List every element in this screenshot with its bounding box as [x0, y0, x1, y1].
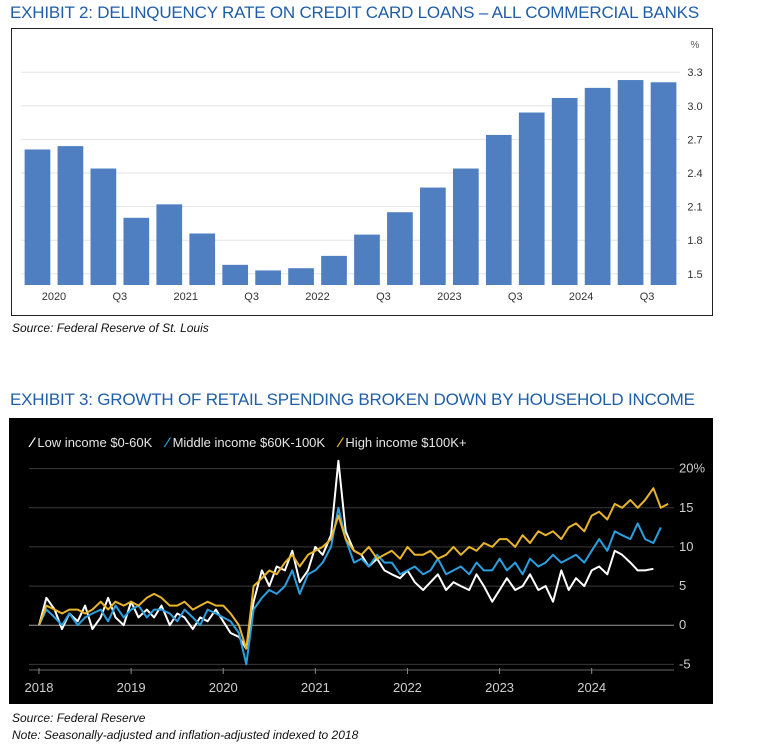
bar	[189, 233, 216, 285]
x-tick-label: Q3	[244, 291, 259, 303]
x-tick-label: Q3	[508, 291, 523, 303]
bar	[485, 134, 512, 285]
x-tick-label: 2021	[301, 680, 330, 695]
y-tick-label: 20%	[679, 461, 705, 476]
bar	[255, 270, 281, 285]
y-tick-label: 10	[679, 539, 693, 554]
x-tick-label: Q3	[640, 291, 655, 303]
exhibit3-note: Note: Seasonally-adjusted and inflation-…	[12, 728, 359, 742]
bar	[420, 187, 446, 285]
exhibit2-source: Source: Federal Reserve of St. Louis	[12, 321, 209, 335]
legend-label-high: High income $100K+	[345, 434, 467, 450]
x-tick-label: Q3	[113, 291, 128, 303]
series-line-middle-income	[38, 506, 662, 666]
y-unit-label: %	[691, 40, 700, 51]
x-tick-label: 2022	[393, 680, 422, 695]
x-tick-label: 2021	[174, 291, 198, 303]
bar	[24, 149, 51, 285]
y-tick-label: -5	[679, 656, 691, 671]
retail-spending-chart-panel: 20% 15 10 5 0 -5 2018 2019 2020 2021 2022 2023 2024 …	[9, 418, 713, 704]
y-tick-label: 1.8	[687, 235, 702, 247]
y-tick-label: 1.5	[687, 269, 702, 281]
legend-item-middle-income: ⁄ Middle income $60K-100K	[166, 434, 325, 450]
bar	[123, 217, 150, 285]
x-tick-label: Q3	[376, 291, 391, 303]
bar	[518, 112, 545, 286]
x-tick-label: 2019	[117, 680, 146, 695]
x-tick-label: 2018	[25, 680, 54, 695]
y-tick-label: 3.3	[687, 67, 702, 79]
bar	[617, 80, 644, 285]
bar	[90, 168, 117, 285]
y-tick-label: 0	[679, 617, 686, 632]
retail-spending-line-chart: 20% 15 10 5 0 -5 2018 2019 2020 2021 2022 2023 2024	[25, 459, 705, 695]
delinquency-bar-chart: 3.3 3.0 2.7 2.4 2.1 1.8 1.5% 2020 Q3 2021 Q3 2022 Q3…	[21, 40, 703, 303]
x-tick-label: 2023	[485, 680, 514, 695]
bar	[650, 82, 677, 285]
chart-legend: ⁄ Low income $0-60K ⁄ Middle income $60K…	[31, 434, 466, 450]
legend-item-high-income: ⁄ High income $100K+	[339, 434, 466, 450]
x-tick-label: 2024	[569, 291, 593, 303]
exhibit3-title: EXHIBIT 3: GROWTH OF RETAIL SPENDING BRO…	[10, 390, 695, 409]
y-tick-label: 2.1	[687, 202, 702, 214]
y-tick-label: 2.4	[687, 168, 702, 180]
bar	[321, 255, 347, 285]
x-tick-label: 2020	[209, 680, 238, 695]
legend-swatch-middle: ⁄	[166, 434, 169, 450]
bar	[387, 212, 413, 285]
y-tick-label: 5	[679, 578, 686, 593]
y-tick-label: 2.7	[687, 134, 702, 146]
y-tick-label: 15	[679, 500, 693, 515]
bar	[551, 97, 578, 286]
legend-label-low: Low income $0-60K	[37, 434, 153, 450]
legend-label-middle: Middle income $60K-100K	[172, 434, 326, 450]
x-tick-label: 2024	[577, 680, 606, 695]
bar	[288, 268, 314, 285]
bar	[452, 168, 479, 285]
bar	[222, 264, 249, 285]
bar	[156, 204, 183, 285]
bar	[57, 146, 84, 285]
exhibit3-source: Source: Federal Reserve	[12, 711, 146, 725]
y-tick-label: 3.0	[687, 101, 702, 113]
delinquency-chart-panel: 3.3 3.0 2.7 2.4 2.1 1.8 1.5% 2020 Q3 2021 Q3 2022 Q3…	[11, 28, 713, 316]
x-tick-label: 2022	[305, 291, 329, 303]
legend-swatch-low: ⁄	[31, 434, 34, 450]
series-line-low-income	[38, 459, 654, 650]
series-line-high-income	[38, 487, 669, 650]
exhibit2-title: EXHIBIT 2: DELINQUENCY RATE ON CREDIT CA…	[10, 3, 699, 22]
legend-item-low-income: ⁄ Low income $0-60K	[31, 434, 152, 450]
x-tick-label: 2023	[437, 291, 461, 303]
x-tick-label: 2020	[42, 291, 66, 303]
legend-swatch-high: ⁄	[339, 434, 342, 450]
bar	[354, 234, 380, 285]
bar	[584, 87, 611, 285]
